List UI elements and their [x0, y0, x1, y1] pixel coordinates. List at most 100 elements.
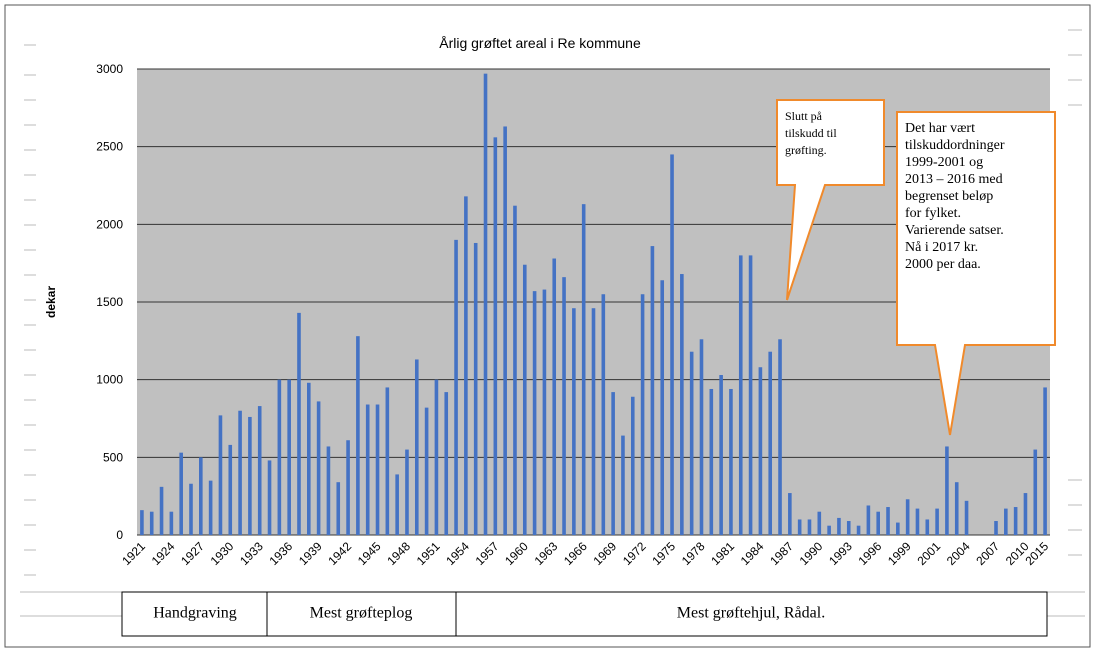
x-tick-label: 1996: [856, 539, 885, 568]
bar: [964, 500, 969, 535]
bar: [1013, 507, 1018, 535]
bar: [434, 379, 439, 535]
bar: [611, 392, 615, 535]
bar: [414, 359, 419, 535]
bar: [630, 396, 635, 535]
table-border: [121, 591, 1048, 637]
bar: [464, 196, 468, 535]
bar: [326, 446, 331, 535]
y-tick-label: 0: [116, 528, 123, 542]
callout-text: 1999-2001 og: [905, 155, 983, 170]
bar: [846, 521, 851, 535]
bar: [876, 511, 880, 535]
bar: [915, 508, 920, 535]
callout: Det har vært tilskuddordninger 1999-2001 o…: [896, 111, 1056, 436]
bar: [257, 406, 262, 535]
x-tick-label: 1972: [620, 539, 649, 568]
x-tick-label: 1987: [767, 539, 796, 568]
x-tick-label: 1948: [384, 539, 413, 568]
callout-text: Slutt på: [785, 109, 823, 123]
bar: [1023, 493, 1028, 535]
bar: [621, 435, 625, 535]
bar: [601, 294, 606, 535]
bar: [905, 499, 910, 535]
y-tick-label: 2500: [96, 140, 123, 154]
bar: [856, 525, 861, 535]
bar: [503, 126, 507, 536]
x-tick-label: 1981: [708, 539, 737, 568]
bar: [356, 336, 360, 535]
callout-text: for fylket.: [905, 206, 961, 221]
x-tick-label: 1954: [443, 539, 472, 568]
bar: [483, 73, 488, 535]
callout-text: Det har vært: [905, 121, 975, 136]
x-tick-label: 1945: [355, 539, 384, 568]
bar: [768, 351, 773, 535]
bar: [1004, 508, 1008, 535]
bar: [307, 382, 311, 535]
bar: [405, 449, 409, 535]
period-table: Handgraving Mest grøfteplog Mest grøfteh…: [121, 591, 1048, 637]
bar: [395, 474, 399, 535]
callout-text: Nå i 2017 kr.: [905, 240, 978, 255]
table-cell: Handgraving: [153, 605, 237, 622]
y-axis-label: dekar: [44, 286, 58, 318]
chart-title: Årlig grøftet areal i Re kommune: [439, 35, 641, 51]
callout-text: 2000 per daa.: [905, 257, 981, 272]
y-tick-label: 1000: [96, 373, 123, 387]
x-tick-label: 1966: [561, 539, 590, 568]
x-tick-label: 1927: [178, 539, 207, 568]
bar: [542, 289, 547, 535]
y-tick-label: 2000: [96, 217, 123, 231]
bar: [1033, 449, 1038, 535]
bar: [199, 457, 203, 535]
bar: [935, 508, 939, 535]
x-tick-label: 1975: [649, 539, 678, 568]
bar: [748, 255, 753, 535]
bar: [208, 480, 213, 535]
bar: [552, 258, 557, 535]
callout-text: tilskuddordninger: [905, 138, 1005, 153]
bar: [719, 375, 723, 535]
bar: [945, 446, 949, 535]
bar: [886, 507, 890, 535]
callout-text: Varierende satser.: [905, 223, 1004, 238]
bar: [375, 404, 380, 535]
x-tick-label: 1924: [149, 539, 178, 568]
x-tick-label: 1951: [414, 539, 443, 568]
bar: [140, 510, 144, 535]
bar: [807, 519, 812, 535]
x-tick-label: 1993: [826, 539, 855, 568]
bar: [287, 379, 291, 535]
callout: Slutt på tilskudd til grøfting.: [776, 99, 885, 301]
bar: [591, 308, 596, 535]
bar: [660, 280, 665, 535]
bar: [689, 351, 694, 535]
bar: [385, 387, 390, 535]
bar: [513, 205, 517, 535]
bar: [837, 517, 841, 535]
y-tick-label: 1500: [96, 295, 123, 309]
x-tick-label: 1969: [590, 539, 619, 568]
bar: [159, 486, 164, 535]
bar: [954, 482, 959, 535]
bar: [238, 410, 242, 535]
callout-box: [896, 111, 1056, 436]
bar: [228, 444, 233, 535]
table-cell: Mest grøfteplog: [310, 605, 413, 622]
bar: [365, 404, 370, 535]
callout-text: grøfting.: [785, 143, 827, 157]
x-tick-label: 1978: [679, 539, 708, 568]
x-tick-label: 1921: [119, 539, 148, 568]
bar: [650, 246, 655, 535]
bar: [797, 519, 802, 535]
x-tick-label: 1984: [738, 539, 767, 568]
bar: [778, 339, 782, 535]
x-tick-label: 1936: [267, 539, 296, 568]
bar: [218, 415, 223, 535]
bar: [562, 277, 566, 535]
callout-text: 2013 – 2016 med: [905, 172, 1003, 187]
bar: [277, 379, 282, 535]
bar: [572, 308, 576, 535]
bar: [522, 264, 527, 535]
